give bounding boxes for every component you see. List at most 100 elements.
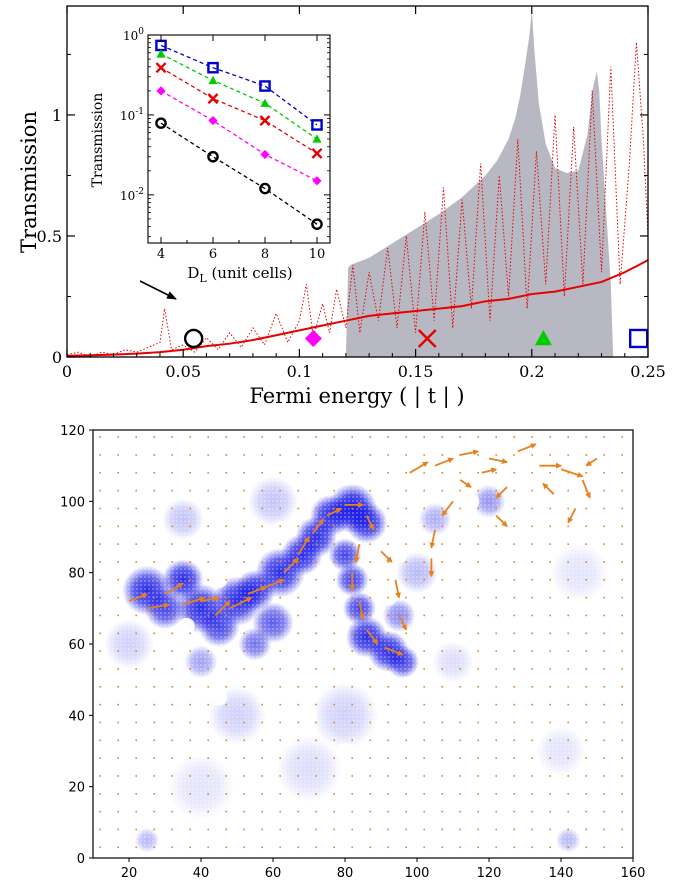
quiver-dot (495, 543, 497, 545)
quiver-dot (333, 454, 335, 456)
quiver-dot (567, 436, 569, 438)
bottom-x-tick-label: 80 (337, 866, 354, 881)
quiver-dot (189, 436, 191, 438)
quiver-dot (207, 489, 209, 492)
lattice-hole (210, 689, 228, 706)
quiver-dot (477, 739, 479, 742)
inset-x-axis-label: DL (unit cells) (187, 264, 292, 285)
quiver-dot (603, 543, 605, 545)
quiver-dot (135, 632, 137, 635)
quiver-dot (585, 828, 587, 831)
quiver-dot (477, 632, 479, 635)
quiver-dot (549, 543, 551, 545)
quiver-dot (423, 721, 425, 724)
x-tick-label: 0.25 (630, 362, 666, 381)
quiver-dot (495, 739, 497, 742)
quiver-dot (405, 632, 407, 635)
quiver-dot (261, 828, 263, 831)
lattice-hole (408, 742, 426, 760)
quiver-dot (99, 686, 101, 688)
quiver-dot (585, 668, 587, 670)
quiver-dot (261, 632, 263, 635)
quiver-dot (333, 686, 335, 688)
quiver-dot (135, 436, 137, 438)
quiver-dot (117, 668, 119, 670)
quiver-dot (279, 632, 281, 635)
quiver-dot (441, 668, 443, 670)
quiver-dot (153, 596, 155, 599)
quiver-dot (423, 489, 425, 492)
quiver-dot (99, 543, 101, 545)
quiver-dot (135, 650, 137, 652)
quiver-dot (603, 793, 605, 795)
quiver-dot (117, 436, 119, 438)
quiver-dot (315, 775, 317, 777)
quiver-dot (405, 507, 407, 510)
lattice-hole (336, 742, 354, 760)
quiver-dot (333, 472, 335, 474)
quiver-dot (261, 454, 263, 456)
lattice-hole (300, 707, 318, 724)
quiver-dot (495, 775, 497, 777)
quiver-dot (207, 846, 209, 849)
quiver-dot (549, 632, 551, 635)
quiver-dot (261, 614, 263, 617)
lattice-hole (264, 653, 282, 671)
quiver-dot (225, 775, 227, 777)
quiver-dot (243, 775, 245, 777)
quiver-dot (297, 793, 299, 795)
quiver-dot (297, 632, 299, 635)
current-arrow (283, 557, 299, 574)
quiver-dot (135, 775, 137, 777)
y-tick-label: 1 (52, 106, 62, 125)
quiver-dot (369, 436, 371, 438)
quiver-dot (189, 596, 191, 599)
quiver-dot (351, 810, 353, 813)
quiver-dot (171, 596, 173, 599)
quiver-dot (243, 472, 245, 474)
lattice-hole (210, 571, 228, 589)
quiver-dot (423, 739, 425, 742)
quiver-dot (387, 543, 389, 545)
current-arrow (542, 482, 555, 495)
quiver-dot (171, 489, 173, 492)
quiver-dot (261, 721, 263, 724)
quiver-dot (225, 739, 227, 742)
lattice-hole (178, 617, 195, 635)
quiver-dot (207, 775, 209, 777)
quiver-dot (333, 721, 335, 724)
transmission-chart: 0 0.05 0.1 0.15 0.2 0.25 00.51 Fermi energy (… (17, 5, 666, 409)
quiver-dot (171, 703, 173, 706)
quiver-dot (405, 739, 407, 742)
quiver-dot (369, 543, 371, 545)
quiver-dot (477, 561, 479, 563)
quiver-dot (405, 757, 407, 759)
quiver-dot (207, 454, 209, 456)
quiver-dot (117, 472, 119, 474)
quiver-dot (207, 828, 209, 831)
quiver-dot (369, 828, 371, 831)
quiver-dot (171, 525, 173, 528)
quiver-dot (423, 668, 425, 670)
quiver-dot (585, 703, 587, 706)
inset-point-circle (311, 218, 323, 230)
average-transmission-line (67, 259, 648, 357)
quiver-dot (621, 614, 623, 617)
quiver-dot (315, 757, 317, 759)
quiver-dot (549, 436, 551, 438)
quiver-dot (135, 614, 137, 617)
quiver-dot (225, 489, 227, 492)
quiver-dot (441, 614, 443, 617)
quiver-dot (297, 757, 299, 759)
lattice-hole (390, 546, 408, 564)
quiver-dot (315, 632, 317, 635)
quiver-dot (135, 668, 137, 670)
quiver-dot (459, 721, 461, 724)
quiver-dot (387, 810, 389, 813)
quiver-dot (387, 596, 389, 599)
current-arrow (398, 615, 408, 631)
quiver-dot (207, 810, 209, 813)
quiver-dot (603, 739, 605, 742)
quiver-dot (153, 686, 155, 688)
quiver-dot (531, 579, 533, 581)
